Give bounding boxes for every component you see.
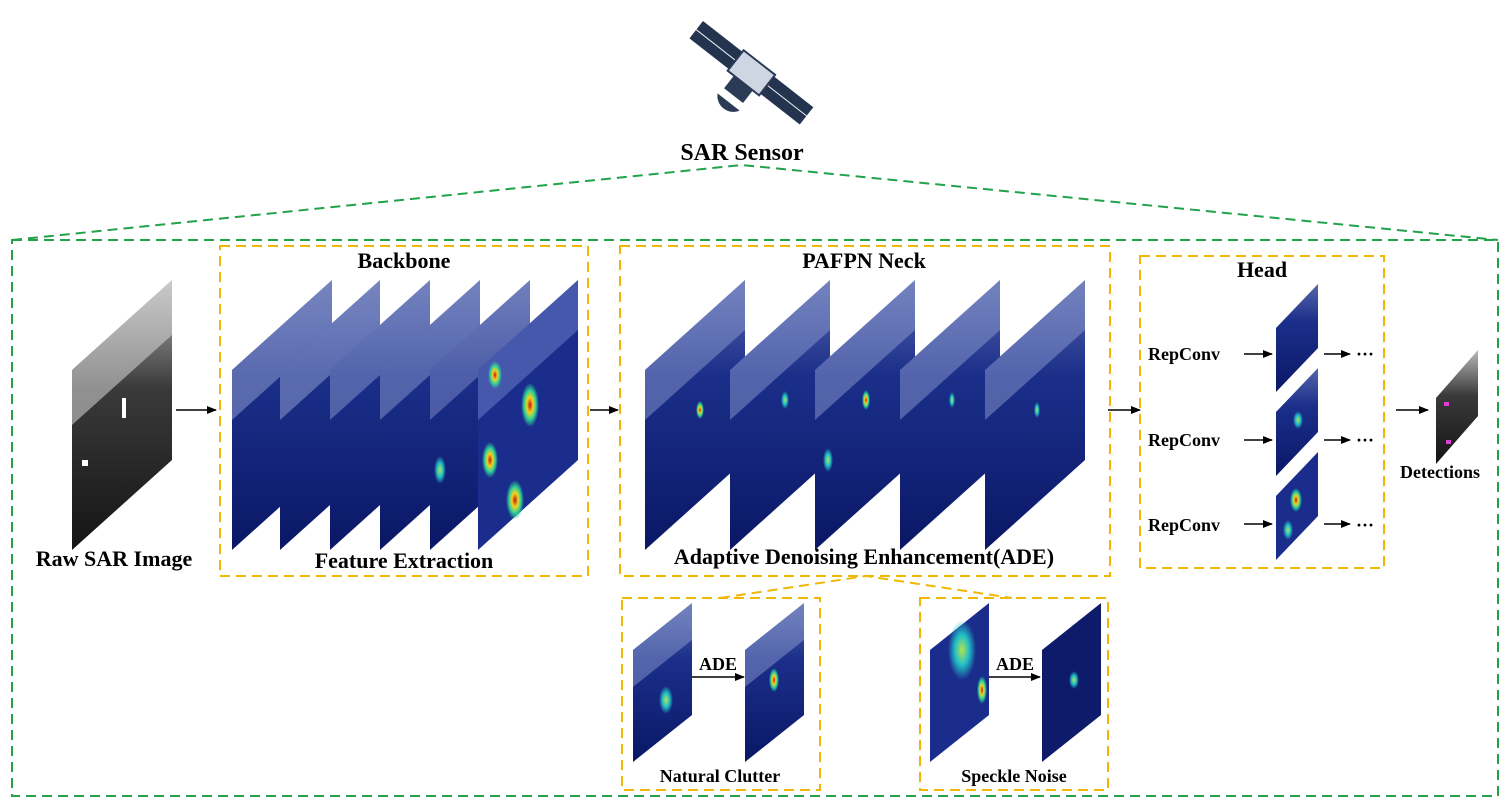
- continuation: ···: [1356, 515, 1374, 535]
- repconv-label: RepConv: [1148, 344, 1220, 364]
- module-boxes: [219, 245, 1385, 791]
- example-caption: Speckle Noise: [961, 766, 1067, 786]
- output-label: Detections: [1400, 462, 1480, 482]
- ade-example-natural-clutter: ADE Natural Clutter: [633, 603, 804, 786]
- backbone-subtitle: Feature Extraction: [315, 548, 494, 573]
- input-label: Raw SAR Image: [36, 546, 193, 571]
- feature-map: [478, 280, 578, 550]
- detections-image: [1436, 350, 1478, 464]
- continuation: ···: [1356, 344, 1374, 364]
- head-title: Head: [1237, 257, 1287, 282]
- system-boundary: [11, 163, 1499, 797]
- head-branch: RepConv ···: [1148, 284, 1374, 392]
- head-branch: RepConv ···: [1148, 368, 1374, 476]
- neck-subtitle: Adaptive Denoising Enhancement(ADE): [674, 544, 1054, 569]
- feature-map: [730, 280, 830, 550]
- neck-feature-maps: [645, 280, 1085, 550]
- head-box: [1139, 255, 1385, 569]
- sensor-label: SAR Sensor: [680, 140, 804, 166]
- backbone-feature-maps: [232, 280, 578, 550]
- satellite-icon: [689, 21, 814, 125]
- feature-map: [900, 280, 1000, 550]
- backbone-box: [219, 245, 589, 577]
- example-caption: Natural Clutter: [660, 766, 780, 786]
- raw-sar-image: [72, 280, 172, 550]
- head-branch: RepConv ···: [1148, 452, 1374, 560]
- neck-title: PAFPN Neck: [802, 248, 926, 273]
- ade-label: ADE: [699, 654, 737, 674]
- repconv-label: RepConv: [1148, 515, 1220, 535]
- continuation: ···: [1356, 430, 1374, 450]
- feature-map: [815, 280, 915, 550]
- repconv-label: RepConv: [1148, 430, 1220, 450]
- feature-map: [985, 280, 1085, 550]
- feature-map: [645, 280, 745, 550]
- backbone-title: Backbone: [358, 248, 451, 273]
- ade-label: ADE: [996, 654, 1034, 674]
- ade-example-speckle-noise: ADE Speckle Noise: [930, 603, 1101, 786]
- speckle-noise-box: [919, 597, 1109, 791]
